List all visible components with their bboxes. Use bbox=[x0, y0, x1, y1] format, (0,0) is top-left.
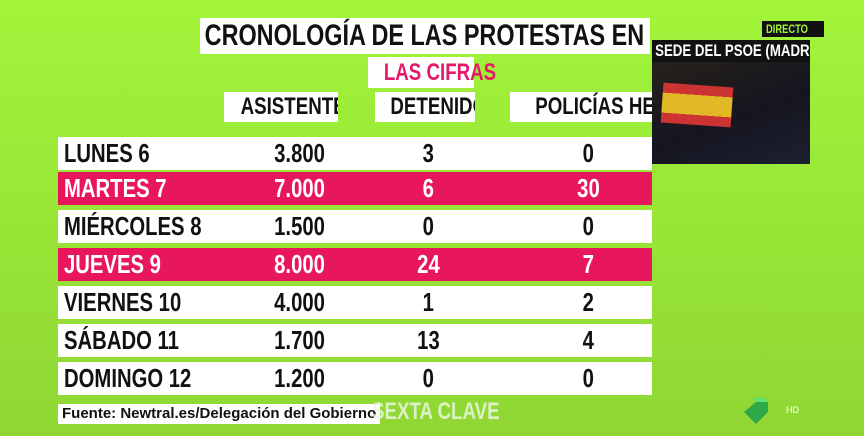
detenidos-cell: 24 bbox=[416, 249, 440, 279]
detenidos-cell: 0 bbox=[422, 363, 434, 393]
day-cell: DOMINGO 12 bbox=[64, 363, 192, 393]
heridos-cell: 7 bbox=[582, 249, 594, 279]
detenidos-cell: 3 bbox=[422, 138, 434, 168]
detenidos-cell: 6 bbox=[422, 173, 434, 203]
day-cell: SÁBADO 11 bbox=[64, 325, 179, 355]
day-cell: MIÉRCOLES 8 bbox=[64, 211, 202, 241]
header-policias-heridos: POLICÍAS HERIDOS bbox=[510, 92, 652, 122]
asistentes-cell: 1.700 bbox=[274, 325, 326, 355]
asistentes-cell: 1.200 bbox=[274, 363, 326, 393]
asistentes-cell: 3.800 bbox=[274, 138, 326, 168]
heridos-cell: 4 bbox=[582, 325, 594, 355]
day-cell: LUNES 6 bbox=[64, 138, 150, 168]
heridos-cell: 2 bbox=[582, 287, 594, 317]
table-row: LUNES 6 3.800 3 0 bbox=[58, 137, 652, 170]
subtitle-badge: LAS CIFRAS bbox=[368, 57, 496, 88]
asistentes-cell: 4.000 bbox=[274, 287, 326, 317]
page-title: CRONOLOGÍA DE LAS PROTESTAS EN FERRAZ bbox=[200, 18, 650, 54]
live-location: SEDE DEL PSOE (MADRID) bbox=[652, 40, 810, 62]
detenidos-cell: 13 bbox=[416, 325, 440, 355]
table-row: JUEVES 9 8.000 24 7 bbox=[58, 248, 652, 281]
live-badge: DIRECTO bbox=[762, 21, 824, 37]
table-row: MARTES 7 7.000 6 30 bbox=[58, 172, 652, 205]
header-asistentes: ASISTENTES bbox=[224, 92, 338, 122]
hd-label: HD bbox=[786, 405, 799, 415]
detenidos-cell: 1 bbox=[422, 287, 434, 317]
table-row: VIERNES 10 4.000 1 2 bbox=[58, 286, 652, 319]
heridos-cell: 0 bbox=[582, 363, 594, 393]
asistentes-cell: 7.000 bbox=[274, 173, 326, 203]
table-row: MIÉRCOLES 8 1.500 0 0 bbox=[58, 210, 652, 243]
day-cell: JUEVES 9 bbox=[64, 249, 161, 279]
heridos-cell: 0 bbox=[582, 211, 594, 241]
header-detenidos: DETENIDOS bbox=[375, 92, 475, 122]
detenidos-cell: 0 bbox=[422, 211, 434, 241]
asistentes-cell: 8.000 bbox=[274, 249, 326, 279]
heridos-cell: 30 bbox=[576, 173, 600, 203]
program-logo: SEXTA CLAVE bbox=[372, 398, 500, 425]
lasexta-logo-icon bbox=[744, 398, 768, 424]
source-caption: Fuente: Newtral.es/Delegación del Gobier… bbox=[58, 404, 381, 424]
table-row: DOMINGO 12 1.200 0 0 bbox=[58, 362, 652, 395]
day-cell: VIERNES 10 bbox=[64, 287, 182, 317]
day-cell: MARTES 7 bbox=[64, 173, 167, 203]
heridos-cell: 0 bbox=[582, 138, 594, 168]
flag-image bbox=[660, 82, 734, 128]
asistentes-cell: 1.500 bbox=[274, 211, 326, 241]
table-row: SÁBADO 11 1.700 13 4 bbox=[58, 324, 652, 357]
